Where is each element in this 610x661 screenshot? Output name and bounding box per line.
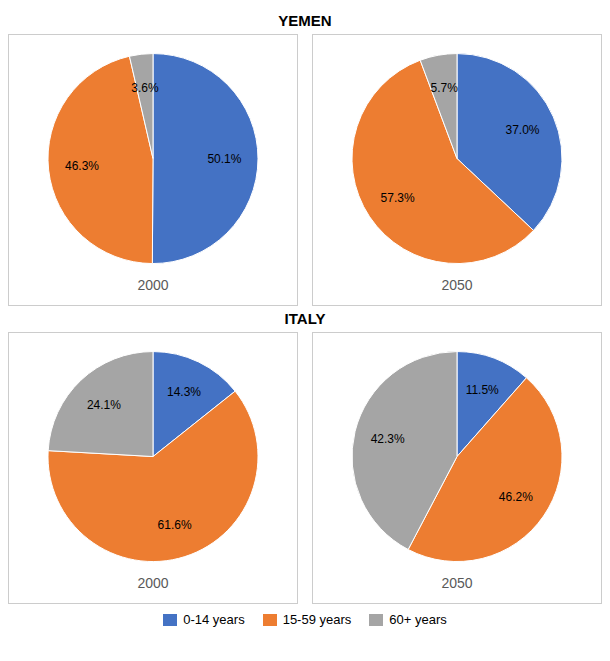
html-text:2000: 2000 [137,575,169,591]
svg-text:3.6%: 3.6% [131,81,159,95]
svg-text:24.1%: 24.1% [87,398,121,412]
svg-text:46.2%: 46.2% [499,490,533,504]
svg-text:61.6%: 61.6% [158,518,192,532]
html-text:2050: 2050 [441,575,473,591]
svg-text:57.3%: 57.3% [381,191,415,205]
html-text:2000: 2000 [137,277,169,293]
html-text:2050: 2050 [441,277,473,293]
svg-text:5.7%: 5.7% [431,81,459,95]
html-text:ITALY: ITALY [284,310,326,327]
svg-text:50.1%: 50.1% [207,152,241,166]
html-text:60+ years: 60+ years [389,612,447,627]
html-text:15-59 years: 15-59 years [282,612,352,627]
svg-text:11.5%: 11.5% [466,383,499,397]
svg-text:14.3%: 14.3% [167,385,201,399]
svg-text:37.0%: 37.0% [506,123,540,137]
html-text:0-14 years: 0-14 years [183,612,245,627]
svg-text:42.3%: 42.3% [371,432,405,446]
svg-text:46.3%: 46.3% [65,159,99,173]
html-text:YEMEN: YEMEN [278,12,332,29]
